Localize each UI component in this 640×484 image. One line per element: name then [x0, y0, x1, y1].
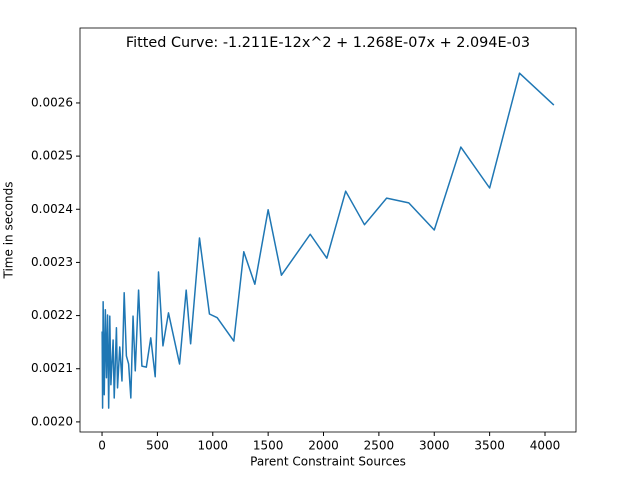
x-tick-label: 500 [146, 439, 169, 453]
y-tick-label: 0.0026 [31, 95, 73, 109]
x-tick-label: 2500 [364, 439, 395, 453]
data-line [101, 72, 555, 409]
x-tick-label: 4000 [530, 439, 561, 453]
x-tick-label: 1500 [253, 439, 284, 453]
y-axis-label: Time in seconds [2, 182, 16, 280]
y-tick-label: 0.0021 [31, 361, 73, 375]
x-tick-label: 2000 [308, 439, 339, 453]
y-tick-label: 0.0020 [31, 414, 73, 428]
y-tick-label: 0.0023 [31, 255, 73, 269]
y-tick-label: 0.0022 [31, 308, 73, 322]
x-tick-label: 3500 [474, 439, 505, 453]
x-tick-label: 1000 [198, 439, 229, 453]
x-axis-label: Parent Constraint Sources [250, 455, 406, 469]
y-tick-label: 0.0025 [31, 149, 73, 163]
chart-title: Fitted Curve: -1.211E-12x^2 + 1.268E-07x… [126, 35, 530, 51]
x-tick-label: 0 [98, 439, 106, 453]
y-tick-label: 0.0024 [31, 202, 73, 216]
x-tick-label: 3000 [419, 439, 450, 453]
plot-frame [79, 27, 577, 433]
